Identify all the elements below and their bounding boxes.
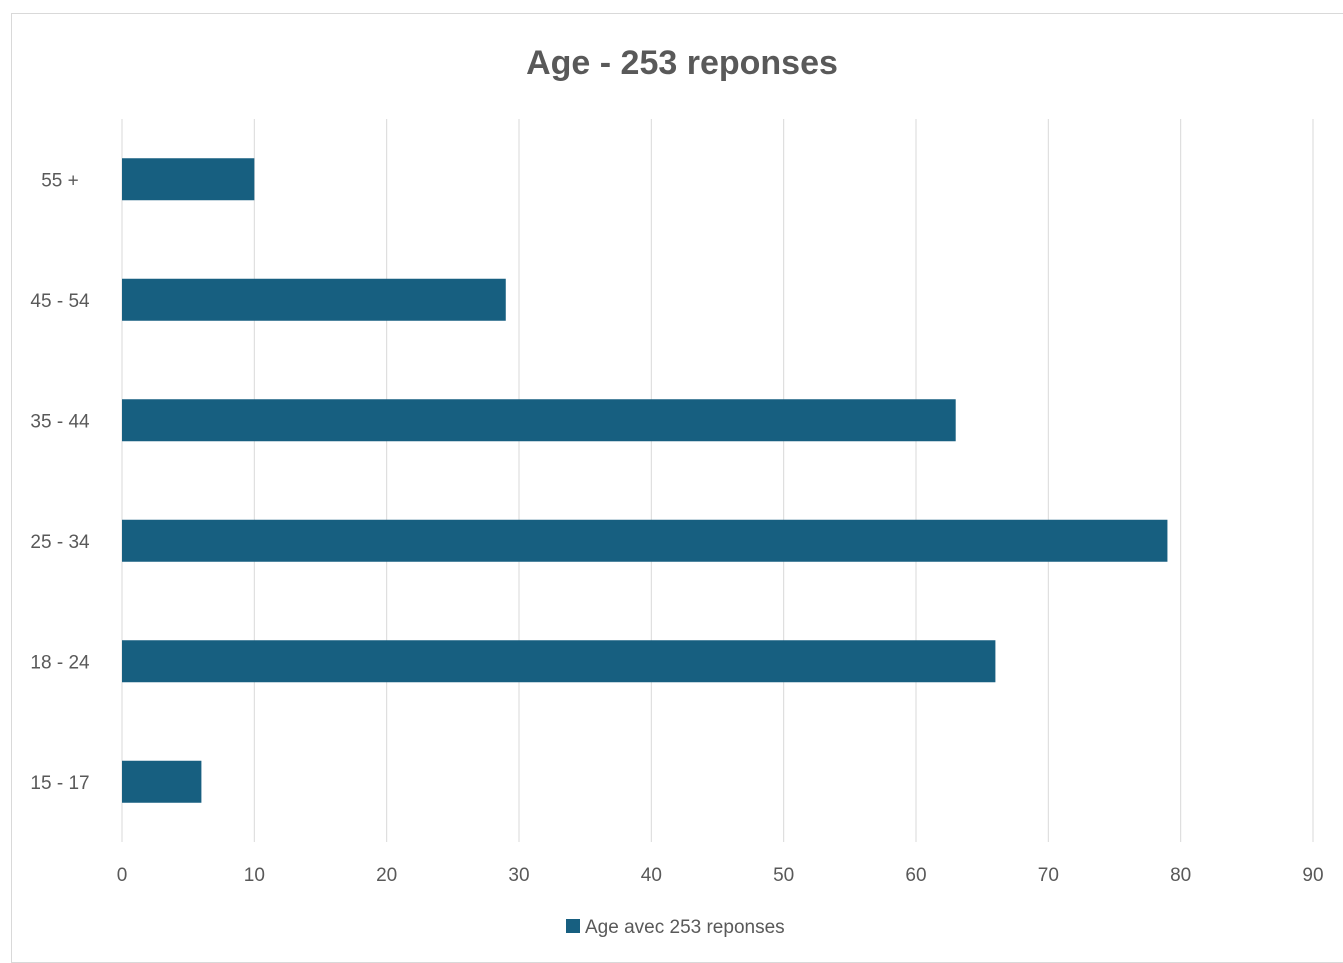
x-tick-label: 10 <box>244 865 265 886</box>
x-tick-label: 20 <box>376 865 397 886</box>
bar <box>122 399 956 442</box>
bars <box>122 158 1168 803</box>
y-category-label: 25 - 34 <box>30 532 90 553</box>
x-tick-label: 0 <box>117 865 128 886</box>
y-category-label: 45 - 54 <box>30 291 90 312</box>
x-tick-label: 40 <box>641 865 662 886</box>
y-axis-categories: 15 - 17 18 - 24 25 - 34 35 - 44 45 - 54 55 + <box>30 170 90 794</box>
legend-label: Age avec 253 reponses <box>585 917 785 938</box>
bar <box>122 519 1168 562</box>
x-tick-label: 70 <box>1038 865 1059 886</box>
x-tick-label: 50 <box>773 865 794 886</box>
bar <box>122 158 255 201</box>
x-tick-label: 30 <box>508 865 529 886</box>
bar <box>122 640 996 683</box>
chart-title: Age - 253 reponses <box>526 44 838 82</box>
y-category-label: 35 - 44 <box>30 411 90 432</box>
legend: Age avec 253 reponses <box>566 917 785 938</box>
y-category-label: 18 - 24 <box>30 652 90 673</box>
bar <box>122 760 202 803</box>
x-tick-label: 60 <box>905 865 926 886</box>
y-category-label: 15 - 17 <box>30 773 89 794</box>
y-category-label: 55 + <box>41 170 79 191</box>
legend-swatch <box>566 919 580 933</box>
x-axis-ticks: 0 10 20 30 40 50 60 70 80 90 <box>117 865 1324 886</box>
x-tick-label: 90 <box>1302 865 1323 886</box>
bar <box>122 278 506 321</box>
x-tick-label: 80 <box>1170 865 1191 886</box>
gridlines <box>121 119 1314 842</box>
